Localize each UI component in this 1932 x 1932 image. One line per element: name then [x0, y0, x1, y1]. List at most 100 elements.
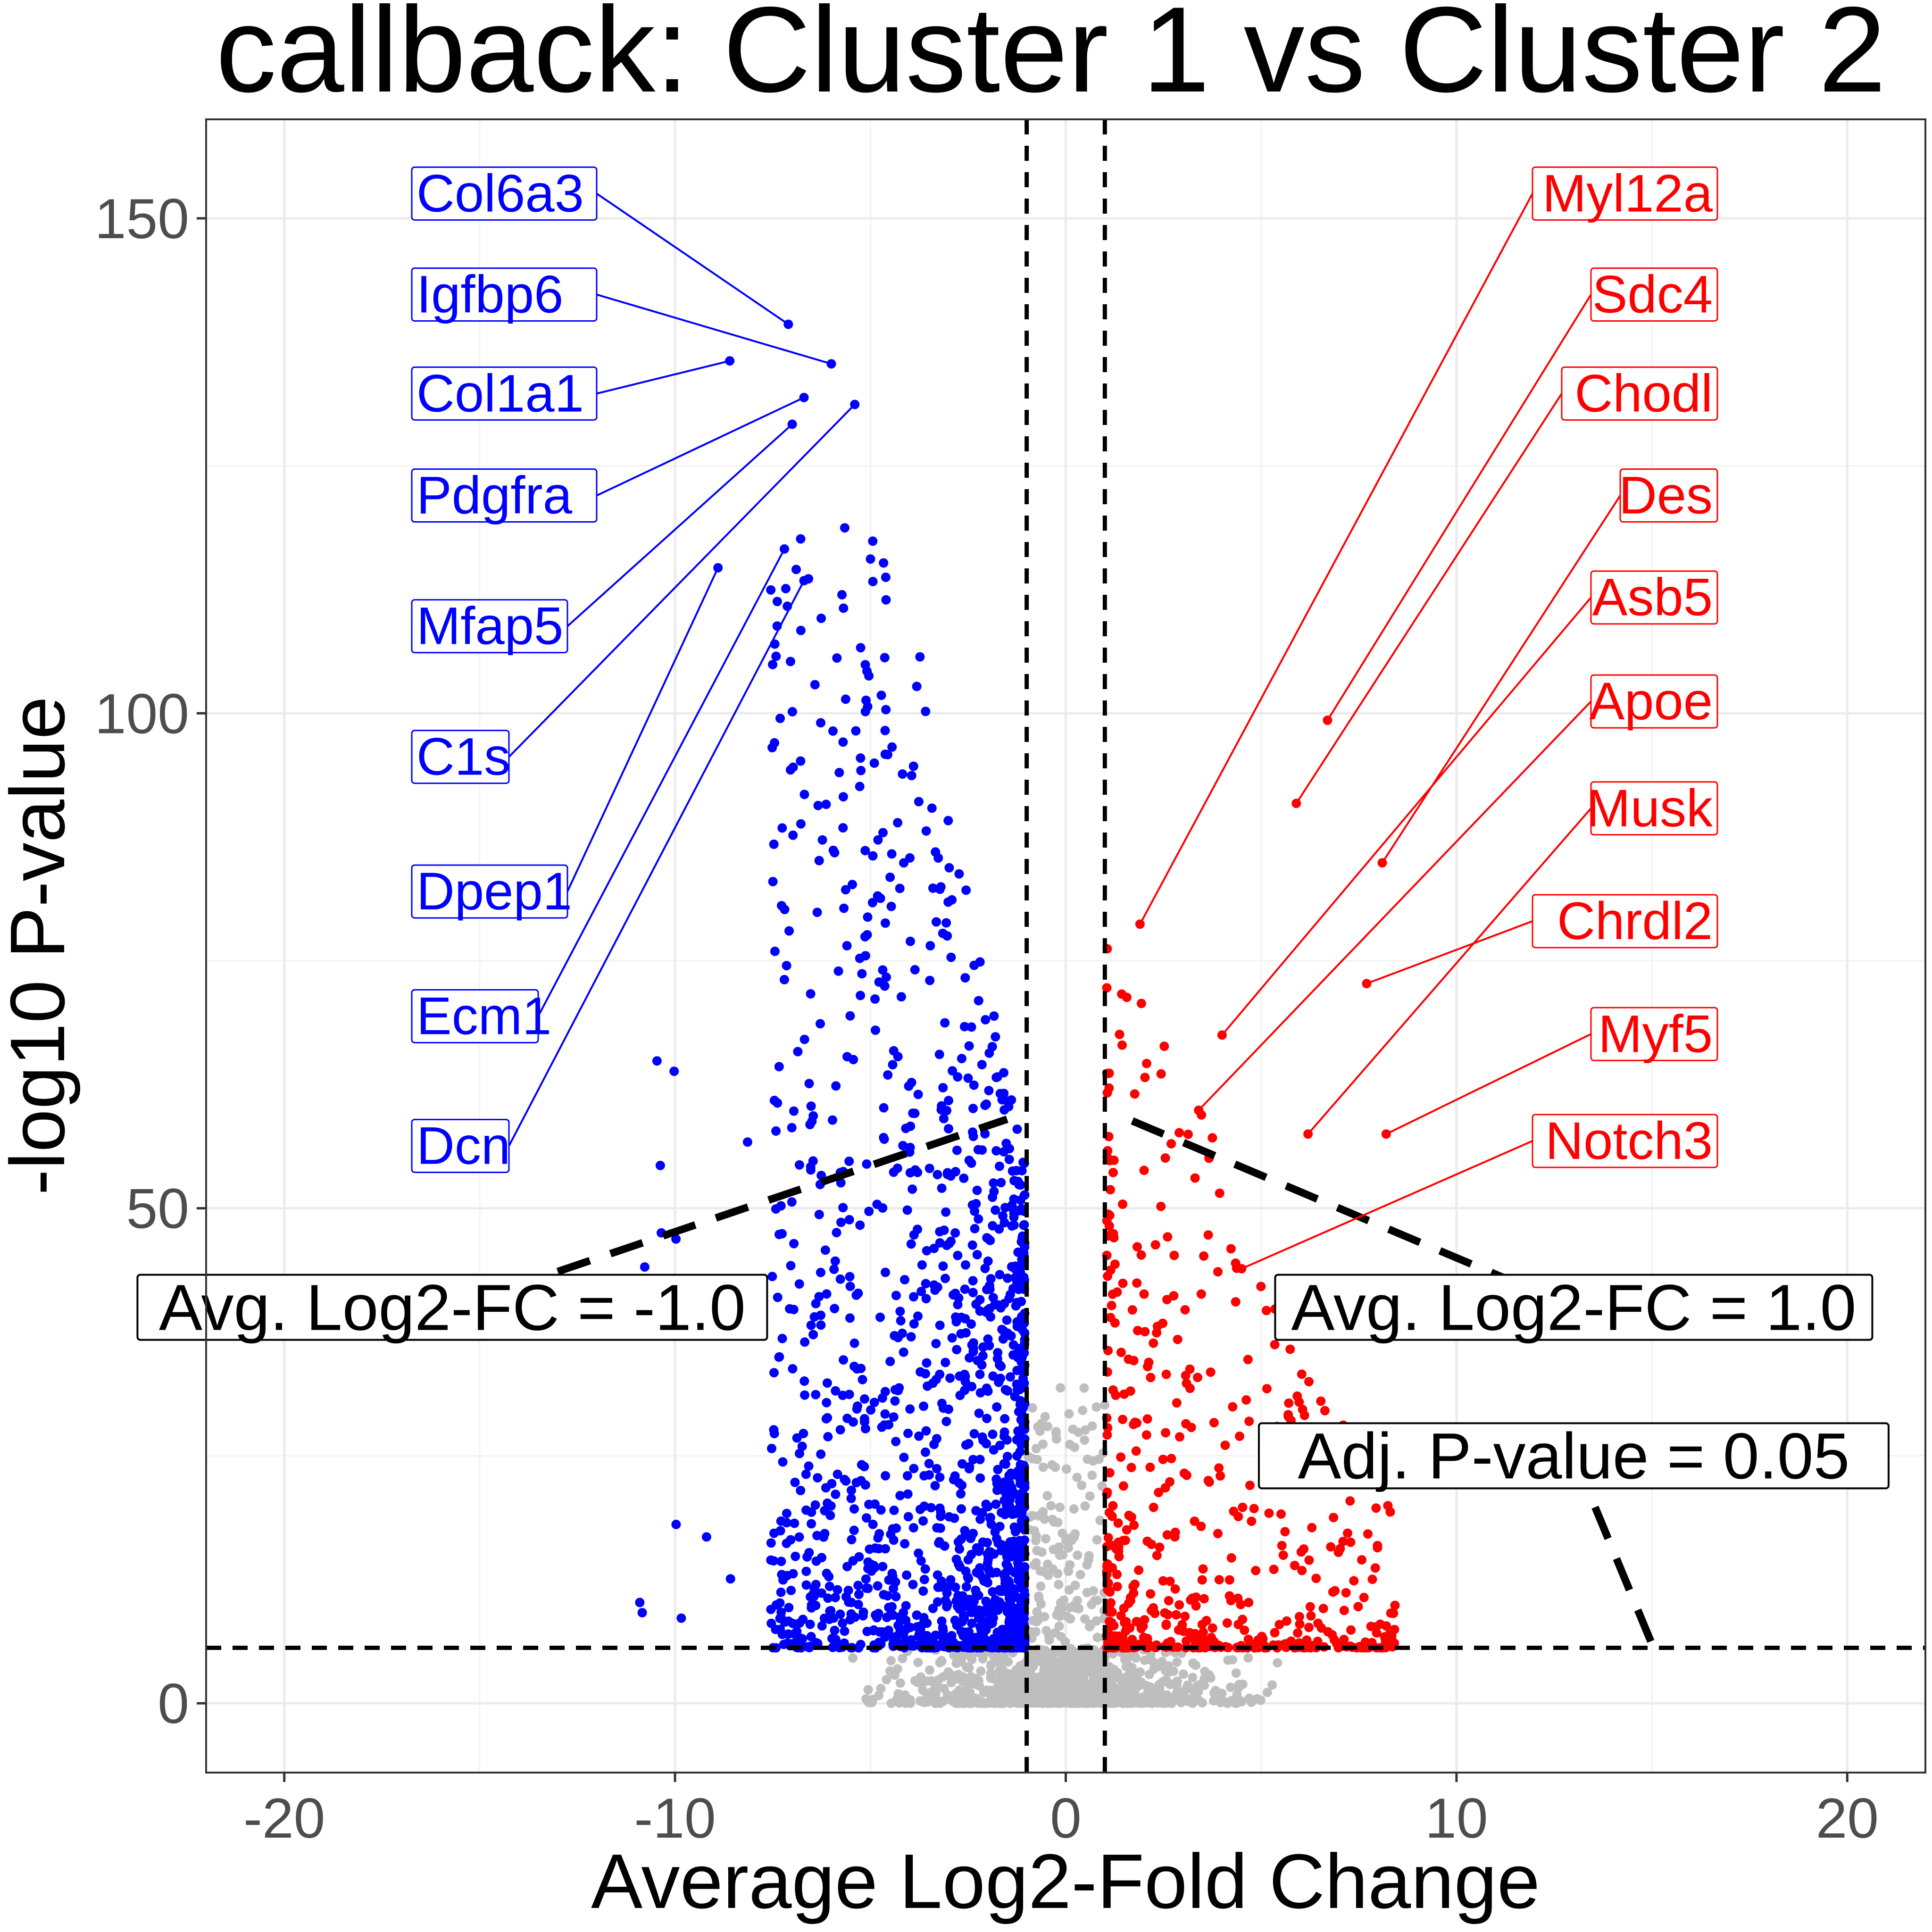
- data-point: [871, 1025, 880, 1035]
- data-point: [925, 975, 935, 985]
- data-point: [779, 1640, 789, 1649]
- y-axis-title: -log10 P-value: [0, 696, 81, 1195]
- data-point: [920, 1369, 930, 1379]
- gene-label-down: Dcn: [416, 1116, 510, 1175]
- data-point: [853, 1401, 862, 1411]
- data-point: [1170, 1527, 1180, 1537]
- data-point: [1181, 1371, 1191, 1381]
- data-point: [804, 1079, 814, 1089]
- data-point: [915, 1505, 925, 1515]
- data-point: [941, 1207, 951, 1217]
- data-point: [974, 1681, 984, 1691]
- data-point: [1105, 1468, 1115, 1478]
- data-point: [883, 749, 892, 759]
- data-point: [991, 1205, 1000, 1215]
- data-point: [777, 901, 786, 911]
- data-point: [960, 973, 970, 983]
- data-point: [938, 1672, 948, 1682]
- data-point: [976, 1666, 986, 1676]
- data-point: [785, 765, 795, 775]
- data-point: [1073, 1550, 1083, 1560]
- data-point: [1306, 1611, 1316, 1621]
- data-point: [836, 1217, 846, 1227]
- data-point: [1161, 1428, 1171, 1438]
- data-point: [922, 1246, 932, 1256]
- data-point: [903, 1428, 913, 1438]
- data-point: [1040, 1651, 1050, 1661]
- data-point: [939, 1696, 948, 1706]
- data-point: [1114, 1552, 1124, 1562]
- data-point: [1082, 1588, 1092, 1598]
- data-point: [1046, 1501, 1056, 1511]
- data-point: [1150, 1608, 1160, 1618]
- data-point: [995, 1666, 1004, 1676]
- data-point: [822, 1378, 832, 1388]
- data-point: [880, 1632, 890, 1642]
- data-point: [843, 1585, 853, 1595]
- data-point: [813, 800, 823, 810]
- data-point: [833, 1469, 842, 1479]
- data-point: [946, 952, 956, 962]
- data-point: [965, 1353, 974, 1363]
- data-point: [831, 1592, 840, 1602]
- data-point: [991, 1686, 1001, 1696]
- data-point: [957, 1054, 966, 1064]
- data-point: [1241, 1395, 1251, 1405]
- data-point: [776, 1587, 786, 1597]
- data-point: [1125, 1669, 1135, 1678]
- data-point: [958, 1591, 967, 1601]
- data-point: [778, 1457, 788, 1467]
- data-point: [1304, 1623, 1314, 1632]
- data-point: [1136, 1250, 1146, 1260]
- data-point: [1074, 1604, 1084, 1614]
- data-point: [1019, 1585, 1029, 1595]
- data-point: [813, 1473, 823, 1482]
- data-point: [977, 1060, 987, 1070]
- data-point: [1147, 1540, 1157, 1549]
- data-point: [767, 1272, 777, 1282]
- data-point: [921, 707, 931, 716]
- data-point: [1016, 1357, 1026, 1367]
- data-point: [1285, 1344, 1295, 1354]
- data-point: [993, 1465, 1003, 1474]
- data-point: [1132, 1669, 1142, 1679]
- data-point: [1066, 1614, 1075, 1624]
- data-point: [1027, 1403, 1037, 1413]
- data-point: [1072, 1473, 1082, 1482]
- data-point: [1209, 1418, 1219, 1428]
- data-point: [1013, 1466, 1023, 1476]
- y-tick-label: 0: [158, 1672, 189, 1735]
- data-point: [1126, 1463, 1136, 1473]
- data-point: [1167, 1679, 1177, 1689]
- data-point: [868, 1519, 878, 1529]
- data-point: [1130, 1579, 1140, 1589]
- data-point: [856, 766, 866, 775]
- data-point: [1209, 1638, 1219, 1648]
- data-point: [1069, 1504, 1079, 1514]
- annotation-box: [1257, 1422, 1890, 1490]
- gene-label-connector: [1198, 700, 1592, 1111]
- data-point: [811, 1390, 821, 1399]
- data-point: [862, 1513, 871, 1523]
- data-point: [766, 1605, 776, 1615]
- data-point: [1006, 1331, 1016, 1341]
- data-point: [1087, 1421, 1097, 1431]
- grid: [206, 119, 1925, 1773]
- data-point: [941, 918, 951, 928]
- data-point: [1188, 1673, 1198, 1682]
- data-point: [1122, 1625, 1132, 1635]
- data-point: [816, 1449, 826, 1459]
- data-point: [1024, 1692, 1034, 1702]
- data-point: [912, 1610, 922, 1620]
- data-point: [943, 897, 953, 907]
- data-point: [1074, 1670, 1084, 1680]
- data-point: [930, 1481, 940, 1491]
- data-point: [1087, 1470, 1097, 1480]
- data-point: [876, 1505, 886, 1515]
- data-point: [936, 1511, 946, 1521]
- data-point: [1016, 1523, 1025, 1533]
- data-point: [889, 1535, 899, 1545]
- data-point: [988, 1613, 998, 1623]
- data-point: [995, 1597, 1004, 1607]
- data-point: [1040, 1612, 1049, 1622]
